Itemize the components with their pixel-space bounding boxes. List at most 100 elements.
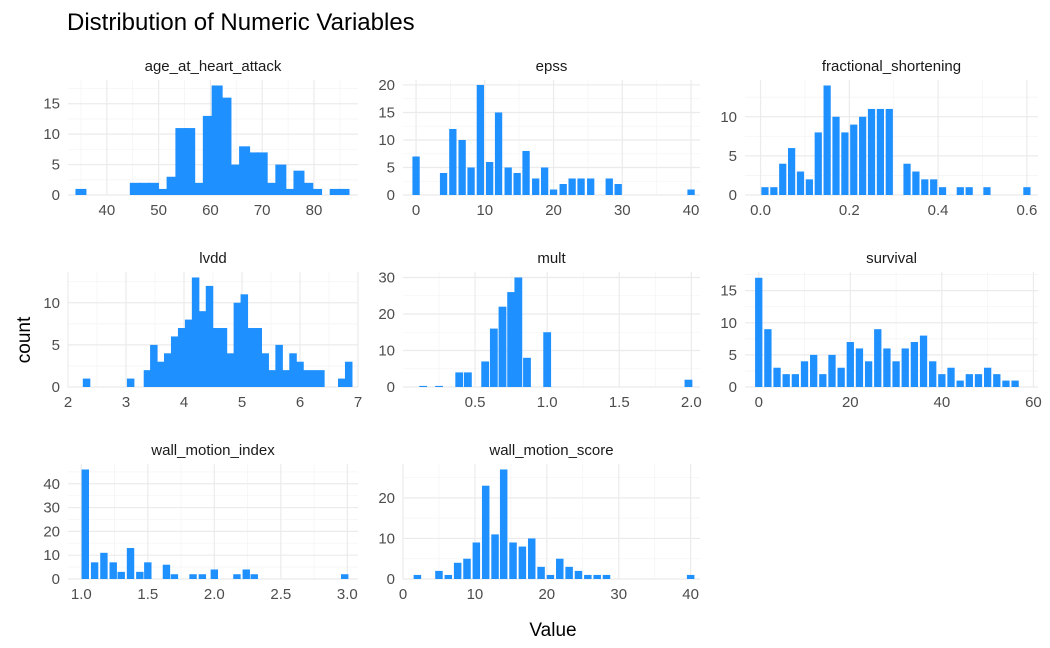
histogram-bar	[565, 566, 573, 579]
histogram-bar	[126, 378, 135, 387]
x-tick-label: 10	[476, 202, 493, 219]
histogram-bar	[494, 112, 503, 195]
histogram-bar	[282, 370, 290, 387]
x-tick-label: 0	[399, 586, 407, 603]
y-tick-label: 15	[43, 96, 60, 113]
x-tick-label: 30	[614, 202, 631, 219]
histogram-bar	[491, 534, 499, 579]
x-tick-label: 0.4	[928, 202, 949, 219]
histogram-bar	[773, 367, 781, 387]
facet-title: fractional_shortening	[822, 58, 961, 75]
histogram-bar	[143, 370, 152, 387]
x-tick-label: 10	[467, 586, 484, 603]
histogram-bar	[463, 372, 472, 387]
y-tick-label: 0	[387, 379, 395, 396]
histogram-bar	[296, 361, 304, 387]
histogram-bar	[289, 353, 297, 387]
histogram-bar	[329, 188, 341, 195]
histogram-bar	[841, 132, 849, 195]
histogram-bar	[499, 469, 508, 579]
x-tick-label: 50	[150, 202, 167, 219]
histogram-bar	[537, 566, 545, 579]
histogram-bar	[435, 570, 443, 579]
histogram-bar	[532, 178, 540, 195]
histogram-bar	[814, 132, 822, 195]
y-tick-label: 20	[378, 490, 395, 507]
histogram-bar	[876, 108, 885, 195]
histogram-bar	[504, 167, 512, 195]
histogram-bar	[275, 164, 287, 195]
histogram-bar	[226, 353, 235, 387]
x-tick-label: 0	[755, 394, 763, 411]
histogram-bar	[602, 574, 611, 579]
facet-panel-survival: survival 0 20 40 60 0 5 10 15	[720, 250, 1041, 411]
histogram-bar	[229, 164, 241, 195]
x-tick-label: 1.0	[71, 586, 92, 603]
histogram-bar	[518, 546, 527, 579]
histogram-bar	[543, 332, 552, 387]
histogram-bar	[1023, 187, 1031, 195]
x-tick-label: 60	[1025, 394, 1042, 411]
histogram-bar	[687, 189, 695, 195]
histogram-bar	[1011, 380, 1019, 387]
histogram-bar	[883, 348, 891, 387]
histogram-bar	[302, 182, 314, 195]
histogram-bar	[485, 161, 494, 195]
histogram-bar	[993, 374, 1001, 387]
histogram-bar	[157, 188, 169, 195]
y-tick-label: 15	[720, 283, 737, 300]
y-tick-label: 20	[378, 77, 395, 94]
histogram-bar	[90, 562, 99, 579]
histogram-bar	[850, 124, 858, 195]
facet-title: mult	[537, 250, 566, 267]
histogram-bar	[1002, 380, 1010, 387]
histogram-bar	[549, 189, 558, 195]
histogram-bar	[184, 128, 196, 195]
histogram-bar	[791, 374, 800, 387]
histogram-bar	[317, 370, 325, 387]
y-tick-label: 0	[52, 571, 60, 588]
histogram-bar	[233, 302, 242, 387]
histogram-bar	[805, 179, 813, 195]
histogram-bar	[310, 370, 318, 387]
histogram-bar	[139, 182, 151, 195]
x-tick-label: 0.0	[750, 202, 771, 219]
facet-title: epss	[536, 58, 568, 75]
histogram-bar	[75, 188, 87, 195]
histogram-bar	[136, 571, 144, 579]
histogram-bar	[212, 328, 221, 387]
histogram-bar	[233, 574, 241, 579]
histogram-bar	[170, 574, 179, 579]
x-tick-label: 40	[934, 394, 951, 411]
y-tick-label: 10	[378, 530, 395, 547]
y-tick-label: 40	[43, 476, 60, 493]
histogram-bar	[455, 372, 464, 387]
histogram-bar	[242, 569, 250, 579]
histogram-bar	[614, 183, 622, 195]
x-tick-label: 40	[683, 202, 700, 219]
histogram-bar	[559, 183, 567, 195]
y-tick-label: 0	[729, 187, 737, 204]
y-tick-label: 0	[52, 379, 60, 396]
histogram-bar	[303, 370, 311, 387]
histogram-bar	[901, 348, 909, 387]
facet-title: age_at_heart_attack	[145, 58, 282, 75]
histogram-bar	[240, 294, 249, 387]
y-tick-label: 10	[378, 132, 395, 149]
histogram-bar	[177, 328, 186, 387]
y-tick-label: 10	[720, 109, 737, 126]
x-tick-label: 5	[238, 394, 246, 411]
y-tick-label: 10	[378, 342, 395, 359]
histogram-bar	[413, 574, 422, 579]
y-tick-label: 20	[43, 523, 60, 540]
histogram-bar	[800, 361, 809, 387]
histogram-bar	[782, 374, 790, 387]
histogram-bar	[340, 574, 349, 579]
histogram-bar	[855, 348, 864, 387]
histogram-bar	[903, 163, 911, 195]
histogram-bar	[439, 172, 448, 195]
histogram-bar	[509, 542, 517, 579]
histogram-bar	[823, 85, 831, 195]
histogram-bar	[965, 374, 973, 387]
